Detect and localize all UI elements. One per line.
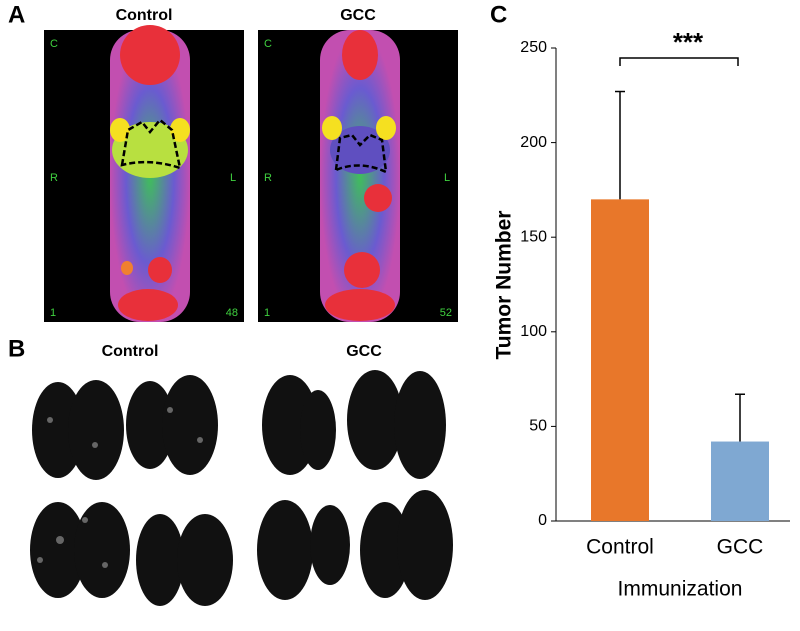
pet-mark: 1 — [50, 307, 56, 319]
x-tick-label: Control — [586, 536, 654, 559]
pet-mark: 52 — [440, 307, 452, 319]
pet-mark: 48 — [226, 307, 238, 319]
pet-mark: C — [50, 38, 58, 50]
lung-photo — [30, 370, 453, 606]
y-tick-label: 0 — [538, 512, 547, 529]
pet-mark: L — [444, 172, 450, 184]
y-tick-label: 200 — [520, 134, 547, 151]
image-title: Control — [116, 7, 173, 24]
y-axis-title: Tumor Number — [493, 211, 516, 360]
x-axis-title: Immunization — [618, 578, 743, 601]
bar — [591, 199, 649, 522]
y-tick-label: 250 — [520, 39, 547, 56]
panel-label: B — [8, 335, 25, 362]
image-title: GCC — [340, 7, 376, 24]
pet-mark: 1 — [264, 307, 270, 319]
pet-mark: C — [264, 38, 272, 50]
image-title: Control — [102, 343, 159, 360]
x-tick-label: GCC — [717, 536, 764, 559]
image-title: GCC — [346, 343, 382, 360]
pet-image — [258, 30, 458, 322]
y-tick-label: 100 — [520, 323, 547, 340]
pet-mark: R — [50, 172, 58, 184]
pet-mark: L — [230, 172, 236, 184]
panel-label: A — [8, 1, 25, 28]
significance-bracket — [619, 57, 739, 66]
panel-label: C — [490, 1, 507, 28]
pet-image — [44, 25, 244, 322]
significance: *** — [673, 27, 704, 57]
bar — [711, 441, 769, 521]
y-tick-label: 150 — [520, 228, 547, 245]
pet-mark: R — [264, 172, 272, 184]
y-tick-label: 50 — [529, 418, 547, 435]
